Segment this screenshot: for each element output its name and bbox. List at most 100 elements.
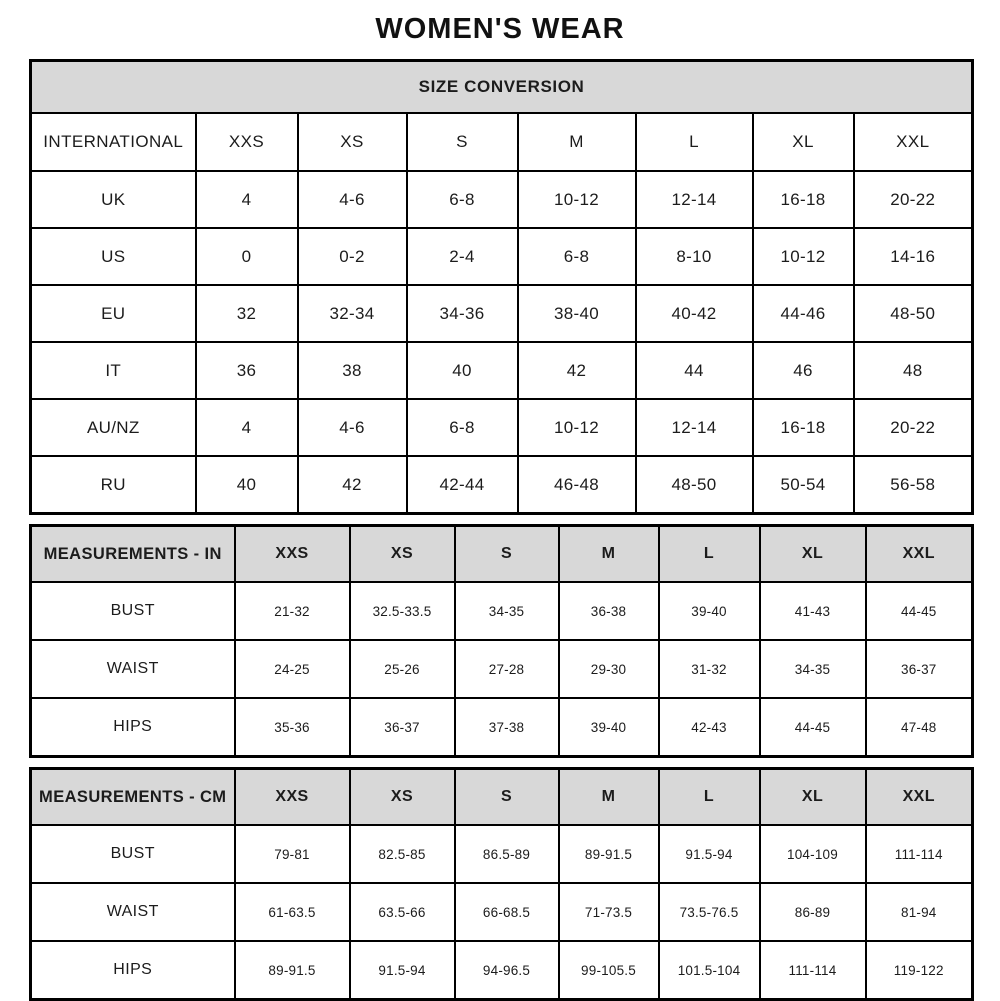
value-cell: 6-8 — [405, 398, 519, 457]
value-cell: 34-35 — [758, 639, 867, 699]
value-cell: 8-10 — [634, 227, 754, 286]
header-l: L — [657, 767, 761, 826]
value-cell: 12-14 — [634, 170, 754, 229]
header-l: L — [634, 112, 754, 172]
value-cell: 38 — [296, 341, 408, 400]
size-conversion-header-row: INTERNATIONAL XXS XS S M L XL XXL — [29, 112, 974, 172]
header-international: INTERNATIONAL — [29, 112, 197, 172]
table-row-ru: RU 40 42 42-44 46-48 48-50 50-54 56-58 — [29, 455, 974, 515]
measurements-in-title: MEASUREMENTS - IN — [29, 524, 236, 583]
table-row-waist-cm: WAIST 61-63.5 63.5-66 66-68.5 71-73.5 73… — [29, 882, 974, 942]
value-cell: 48-50 — [634, 455, 754, 515]
value-cell: 32.5-33.5 — [348, 581, 456, 641]
header-xl: XL — [751, 112, 855, 172]
value-cell: 79-81 — [233, 824, 351, 884]
value-cell: 20-22 — [852, 170, 974, 229]
table-row-bust-in: BUST 21-32 32.5-33.5 34-35 36-38 39-40 4… — [29, 581, 974, 641]
value-cell: 111-114 — [864, 824, 974, 884]
value-cell: 44 — [634, 341, 754, 400]
value-cell: 119-122 — [864, 940, 974, 1001]
value-cell: 50-54 — [751, 455, 855, 515]
value-cell: 91.5-94 — [348, 940, 456, 1001]
header-xs: XS — [348, 524, 456, 583]
value-cell: 36-37 — [864, 639, 974, 699]
value-cell: 4-6 — [296, 398, 408, 457]
value-cell: 40-42 — [634, 284, 754, 343]
value-cell: 42-44 — [405, 455, 519, 515]
value-cell: 34-36 — [405, 284, 519, 343]
row-label: RU — [29, 455, 197, 515]
value-cell: 35-36 — [233, 697, 351, 758]
header-xxl: XXL — [852, 112, 974, 172]
value-cell: 4 — [194, 170, 299, 229]
header-xxs: XXS — [233, 524, 351, 583]
value-cell: 81-94 — [864, 882, 974, 942]
table-row-eu: EU 32 32-34 34-36 38-40 40-42 44-46 48-5… — [29, 284, 974, 343]
row-label: WAIST — [29, 639, 236, 699]
value-cell: 56-58 — [852, 455, 974, 515]
measurements-in-header-row: MEASUREMENTS - IN XXS XS S M L XL XXL — [29, 524, 974, 583]
value-cell: 86-89 — [758, 882, 867, 942]
table-row-aunz: AU/NZ 4 4-6 6-8 10-12 12-14 16-18 20-22 — [29, 398, 974, 457]
value-cell: 0-2 — [296, 227, 408, 286]
value-cell: 89-91.5 — [233, 940, 351, 1001]
value-cell: 46 — [751, 341, 855, 400]
value-cell: 46-48 — [516, 455, 637, 515]
value-cell: 47-48 — [864, 697, 974, 758]
value-cell: 14-16 — [852, 227, 974, 286]
table-row-waist-in: WAIST 24-25 25-26 27-28 29-30 31-32 34-3… — [29, 639, 974, 699]
row-label: BUST — [29, 581, 236, 641]
value-cell: 48-50 — [852, 284, 974, 343]
value-cell: 2-4 — [405, 227, 519, 286]
value-cell: 36-38 — [557, 581, 660, 641]
header-m: M — [516, 112, 637, 172]
value-cell: 10-12 — [516, 170, 637, 229]
row-label: EU — [29, 284, 197, 343]
value-cell: 82.5-85 — [348, 824, 456, 884]
header-s: S — [405, 112, 519, 172]
value-cell: 10-12 — [516, 398, 637, 457]
header-m: M — [557, 524, 660, 583]
header-xxs: XXS — [233, 767, 351, 826]
value-cell: 32 — [194, 284, 299, 343]
table-row-hips-cm: HIPS 89-91.5 91.5-94 94-96.5 99-105.5 10… — [29, 940, 974, 1001]
size-conversion-title: SIZE CONVERSION — [29, 59, 974, 114]
value-cell: 20-22 — [852, 398, 974, 457]
value-cell: 36 — [194, 341, 299, 400]
value-cell: 94-96.5 — [453, 940, 560, 1001]
header-xxl: XXL — [864, 767, 974, 826]
value-cell: 39-40 — [657, 581, 761, 641]
row-label: BUST — [29, 824, 236, 884]
value-cell: 39-40 — [557, 697, 660, 758]
measurements-in-table: MEASUREMENTS - IN XXS XS S M L XL XXL BU… — [29, 524, 974, 758]
value-cell: 40 — [405, 341, 519, 400]
header-m: M — [557, 767, 660, 826]
value-cell: 29-30 — [557, 639, 660, 699]
value-cell: 41-43 — [758, 581, 867, 641]
value-cell: 63.5-66 — [348, 882, 456, 942]
table-row-bust-cm: BUST 79-81 82.5-85 86.5-89 89-91.5 91.5-… — [29, 824, 974, 884]
value-cell: 71-73.5 — [557, 882, 660, 942]
value-cell: 42 — [296, 455, 408, 515]
value-cell: 31-32 — [657, 639, 761, 699]
row-label: WAIST — [29, 882, 236, 942]
value-cell: 36-37 — [348, 697, 456, 758]
table-row-it: IT 36 38 40 42 44 46 48 — [29, 341, 974, 400]
header-xxs: XXS — [194, 112, 299, 172]
row-label: HIPS — [29, 940, 236, 1001]
value-cell: 40 — [194, 455, 299, 515]
header-xs: XS — [348, 767, 456, 826]
value-cell: 44-45 — [758, 697, 867, 758]
value-cell: 42-43 — [657, 697, 761, 758]
row-label: US — [29, 227, 197, 286]
header-xl: XL — [758, 524, 867, 583]
value-cell: 111-114 — [758, 940, 867, 1001]
table-row-hips-in: HIPS 35-36 36-37 37-38 39-40 42-43 44-45… — [29, 697, 974, 758]
header-xs: XS — [296, 112, 408, 172]
header-s: S — [453, 524, 560, 583]
header-xxl: XXL — [864, 524, 974, 583]
row-label: AU/NZ — [29, 398, 197, 457]
value-cell: 6-8 — [516, 227, 637, 286]
value-cell: 6-8 — [405, 170, 519, 229]
